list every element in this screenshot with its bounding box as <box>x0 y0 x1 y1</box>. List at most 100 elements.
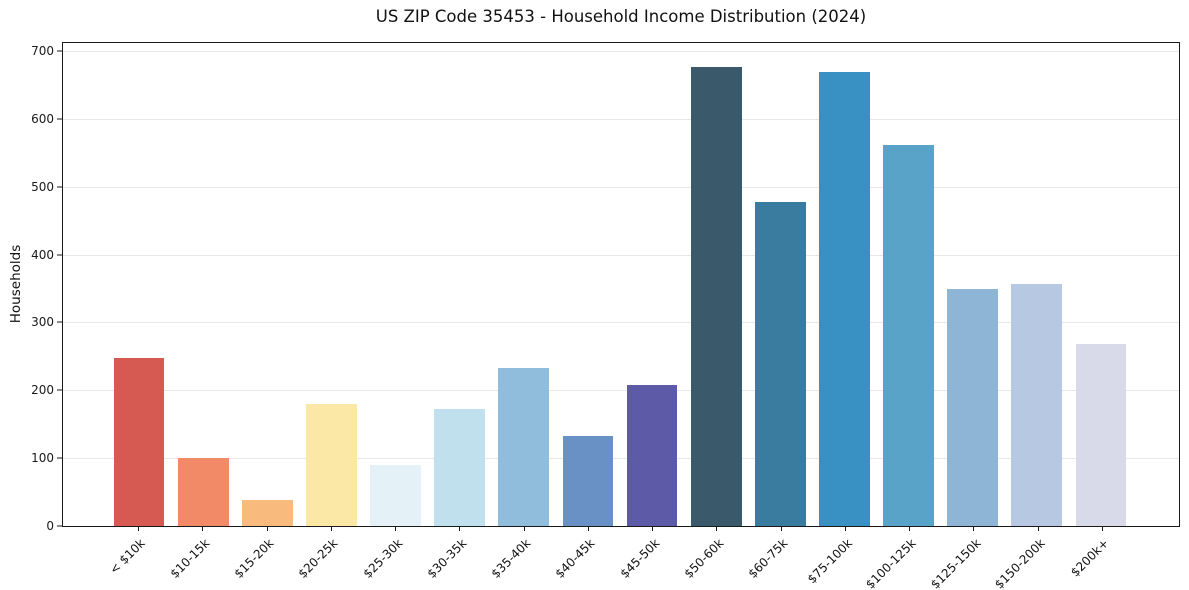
bar-$30-35k <box>434 409 486 526</box>
x-tick-cell: $150-200k <box>992 527 1070 590</box>
bar-slot <box>1005 43 1069 526</box>
bar-$15-20k <box>241 500 293 526</box>
x-tick-label: $200k+ <box>1068 536 1112 580</box>
gridline-y-600 <box>63 118 1179 120</box>
bar-$45-50k <box>626 384 678 526</box>
bar-slot <box>428 43 492 526</box>
bar-$50-60k <box>690 67 742 526</box>
x-tick-mark <box>330 527 332 531</box>
bar-$20-25k <box>306 403 357 526</box>
x-tick-label: $25-30k <box>360 536 406 581</box>
gridline-y-400 <box>63 254 1179 256</box>
gridline-y-200 <box>63 390 1179 392</box>
bar-slot <box>364 43 428 526</box>
bar-slot <box>299 43 363 526</box>
bar-slot <box>684 43 748 526</box>
x-tick-mark <box>202 527 204 531</box>
y-tick-mark <box>57 254 62 256</box>
y-tick-mark <box>57 389 62 391</box>
x-tick-row: < $10k $10-15k $15-20k $20-25k $25-30k $30-35… <box>106 527 1134 590</box>
chart-title: US ZIP Code 35453 - Household Income Dis… <box>375 7 867 26</box>
y-tick-mark <box>57 186 62 188</box>
gridline-y-100 <box>63 458 1179 460</box>
x-tick-label: $75-100k <box>804 536 855 587</box>
x-tick-label: $35-40k <box>488 536 534 581</box>
bar-$100-125k <box>883 144 934 526</box>
y-tick-mark <box>57 321 62 323</box>
x-tick-label: $50-60k <box>681 536 727 581</box>
bar-slot <box>941 43 1005 526</box>
bar-slot <box>812 43 876 526</box>
x-tick-label: $30-35k <box>424 536 470 581</box>
x-tick-cell: $15-20k <box>231 527 299 585</box>
bar-< $10k <box>113 357 165 526</box>
bar-slot <box>107 43 171 526</box>
x-tick-mark <box>587 527 589 531</box>
bar-$150-200k <box>1011 283 1063 526</box>
x-tick-cell: $40-45k <box>552 527 620 585</box>
bars-layer <box>107 43 1133 526</box>
bar-slot <box>492 43 556 526</box>
x-tick-mark <box>780 527 782 531</box>
bar-$60-75k <box>754 202 806 526</box>
x-tick-mark <box>138 527 140 531</box>
x-tick-cell: $50-60k <box>681 527 748 585</box>
bar-$200k+ <box>1075 343 1127 526</box>
bar-$40-45k <box>562 435 614 526</box>
x-tick-mark <box>1101 527 1103 531</box>
x-tick-cell: < $10k <box>106 527 170 585</box>
x-tick-cell: $10-15k <box>167 527 234 585</box>
bar-slot <box>620 43 684 526</box>
bar-slot <box>1069 43 1133 526</box>
x-tick-cell: $20-25k <box>295 527 363 585</box>
bar-$10-15k <box>177 457 229 526</box>
x-tick-mark <box>652 527 654 531</box>
y-tick-label: 400 <box>31 247 54 262</box>
x-tick-mark <box>266 527 268 531</box>
y-tick-label: 500 <box>31 179 54 194</box>
x-tick-mark <box>1037 527 1039 531</box>
y-tick-mark <box>57 525 62 527</box>
y-tick-mark <box>57 118 62 120</box>
x-axis: < $10k $10-15k $15-20k $20-25k $25-30k $30-35… <box>62 527 1180 590</box>
x-tick-mark <box>844 527 846 531</box>
bar-$25-30k <box>370 464 421 526</box>
bar-$35-40k <box>498 367 550 526</box>
y-tick-label: 300 <box>31 315 54 330</box>
x-tick-label: $20-25k <box>295 536 341 581</box>
bar-slot <box>556 43 620 526</box>
bar-slot <box>235 43 299 526</box>
y-tick-label: 200 <box>31 383 54 398</box>
x-tick-mark <box>909 527 911 531</box>
x-tick-cell: $100-125k <box>863 527 941 590</box>
x-tick-label: $45-50k <box>617 536 663 581</box>
bar-$75-100k <box>819 71 870 526</box>
y-axis-label: Households <box>8 244 24 324</box>
bar-slot <box>171 43 235 526</box>
y-tick-label: 100 <box>31 451 54 466</box>
x-tick-mark <box>523 527 525 531</box>
x-tick-cell: $75-100k <box>805 527 877 586</box>
y-tick-label: 0 <box>46 519 54 533</box>
x-tick-label: < $10k <box>107 536 149 577</box>
plot-area: 0 100 200 300 400 500 600 700 <box>31 42 1180 533</box>
x-tick-cell: $200k+ <box>1068 527 1134 585</box>
gridline-y-700 <box>63 51 1179 53</box>
x-tick-label: $40-45k <box>552 536 598 581</box>
x-tick-cell: $25-30k <box>360 527 427 585</box>
x-tick-label: $60-75k <box>745 536 791 581</box>
x-tick-cell: $125-150k <box>928 527 1005 590</box>
x-tick-cell: $35-40k <box>488 527 556 585</box>
x-tick-cell: $30-35k <box>424 527 491 585</box>
bar-$125-150k <box>947 289 999 526</box>
x-tick-mark <box>716 527 718 531</box>
x-tick-label: $15-20k <box>231 536 277 581</box>
x-tick-cell: $60-75k <box>745 527 813 585</box>
bar-slot <box>748 43 812 526</box>
y-tick-mark <box>57 50 62 52</box>
bar-slot <box>877 43 941 526</box>
x-tick-mark <box>395 527 397 531</box>
x-tick-cell: $45-50k <box>617 527 684 585</box>
y-tick-label: 700 <box>31 44 54 59</box>
